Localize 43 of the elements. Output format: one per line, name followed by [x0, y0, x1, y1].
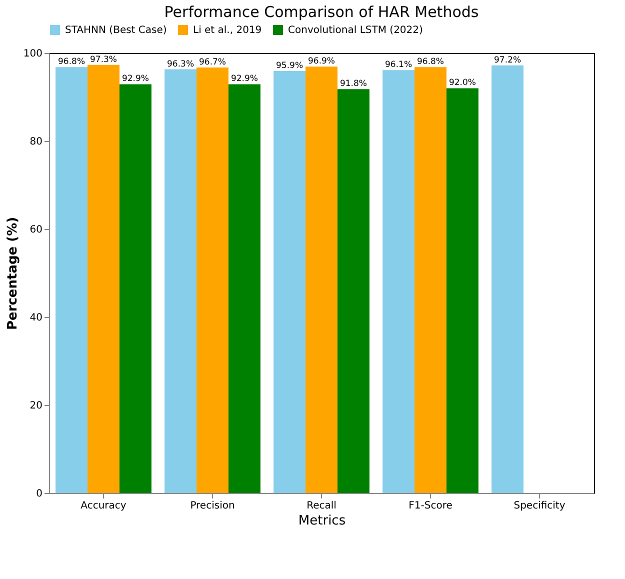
data-label: 96.8% [58, 57, 86, 68]
x-tick-label: Specificity [514, 500, 566, 512]
x-tick-label: Precision [190, 500, 235, 512]
chart-title: Performance Comparison of HAR Methods [164, 3, 479, 21]
x-tick-label: Recall [306, 500, 336, 512]
bar [446, 88, 478, 493]
legend-label: Convolutional LSTM (2022) [288, 25, 424, 36]
data-label: 97.2% [494, 55, 522, 66]
x-axis-title: Metrics [298, 514, 346, 528]
y-tick-label: 60 [30, 224, 42, 236]
bar [164, 69, 197, 493]
bar [306, 66, 338, 493]
legend-label: Li et al., 2019 [193, 25, 262, 36]
bar [337, 89, 370, 493]
data-label: 95.9% [276, 61, 304, 72]
x-tick-label: Accuracy [80, 500, 126, 512]
bar [88, 64, 120, 493]
data-label: 91.8% [340, 79, 367, 90]
bar [56, 67, 88, 493]
data-label: 96.1% [385, 60, 412, 70]
y-tick-label: 100 [23, 48, 42, 60]
y-tick-label: 20 [30, 400, 42, 412]
bar [228, 84, 260, 493]
y-axis-title: Percentage (%) [5, 216, 20, 330]
y-tick-label: 0 [36, 488, 42, 500]
bar [382, 70, 415, 493]
data-label: 92.0% [448, 78, 476, 88]
legend-label: STAHNN (Best Case) [65, 25, 167, 36]
bar [196, 68, 228, 493]
data-label: 96.7% [198, 58, 226, 68]
data-label: 92.9% [122, 74, 149, 84]
y-tick-label: 40 [30, 312, 42, 324]
x-tick-label: F1-Score [408, 500, 452, 512]
data-label: 96.8% [416, 57, 444, 68]
data-label: 96.3% [167, 59, 194, 70]
data-label: 92.9% [230, 74, 258, 84]
bar [492, 65, 524, 493]
bar [119, 84, 152, 493]
bar [414, 67, 446, 493]
bar [274, 71, 306, 493]
y-tick-label: 80 [30, 136, 42, 148]
data-label: 97.3% [90, 54, 118, 65]
data-label: 96.9% [308, 56, 336, 67]
